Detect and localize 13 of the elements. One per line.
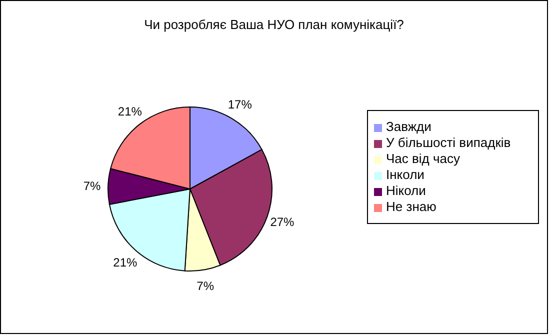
legend-label: Інколи xyxy=(386,167,424,182)
data-label: 27% xyxy=(270,215,295,230)
data-label: 21% xyxy=(113,256,138,270)
legend-label: Ніколи xyxy=(386,183,426,198)
data-label: 17% xyxy=(228,98,252,112)
legend-label: Завжди xyxy=(386,119,432,134)
data-label: 7% xyxy=(196,278,214,293)
legend-label: У більшості випадків xyxy=(386,135,511,150)
legend-label: Час від часу xyxy=(386,151,460,166)
chart-title: Чи розробляє Ваша НУО план комунікації? xyxy=(143,17,405,32)
data-label: 7% xyxy=(83,178,102,193)
legend-label: Не знаю xyxy=(386,199,436,214)
data-label: 21% xyxy=(118,104,142,119)
